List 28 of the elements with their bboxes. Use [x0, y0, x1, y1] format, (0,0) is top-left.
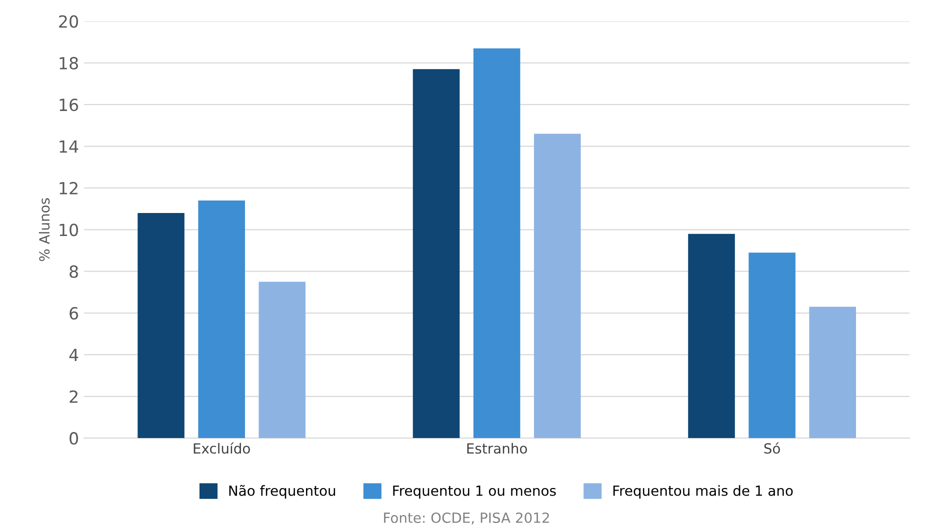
- x-tick-label: Excluído: [194, 442, 250, 454]
- y-tick-label: 14: [60, 140, 78, 153]
- source-note: Fonte: OCDE, PISA 2012: [384, 512, 549, 524]
- y-tick-label: 16: [60, 98, 78, 112]
- y-tick-label: 18: [60, 56, 78, 70]
- legend-label: Frequentou 1 ou menos: [393, 486, 556, 499]
- bar: [688, 234, 735, 438]
- bar: [473, 48, 520, 438]
- bar: [748, 252, 796, 438]
- y-tick-label: 2: [70, 390, 78, 403]
- y-tick-label: 20: [59, 15, 78, 28]
- legend-label: Frequentou mais de 1 ano: [613, 485, 793, 499]
- legend-label: Não frequentou: [229, 484, 336, 499]
- y-tick-label: 8: [70, 265, 78, 278]
- bar: [138, 212, 184, 438]
- y-tick-label: 6: [70, 306, 78, 320]
- y-tick-label: 12: [60, 182, 78, 194]
- bar: [258, 282, 306, 438]
- x-tick-label: Só: [764, 442, 780, 454]
- bar: [534, 134, 581, 438]
- bar: [412, 69, 460, 438]
- y-tick-label: 0: [70, 432, 78, 445]
- bar: [809, 306, 856, 438]
- y-tick-label: 10: [60, 224, 78, 236]
- x-tick-label: Estranho: [467, 442, 527, 454]
- y-axis-title: % Alunos: [38, 198, 50, 262]
- bar: [198, 200, 245, 438]
- y-tick-label: 4: [69, 348, 78, 362]
